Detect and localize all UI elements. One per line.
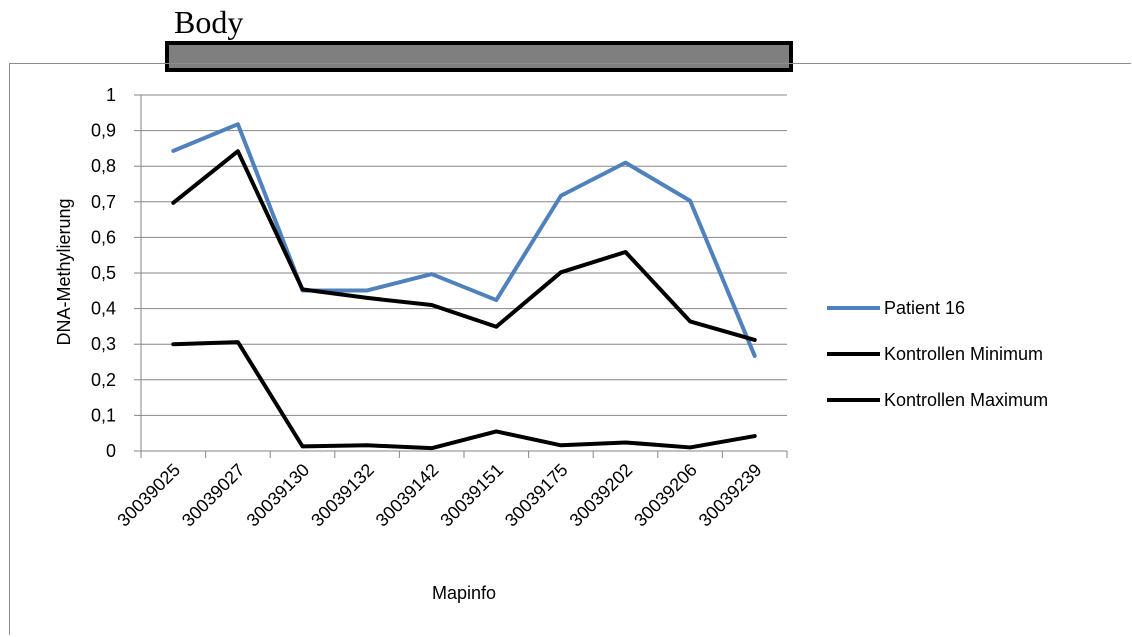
gridlines [141,94,787,416]
legend: Patient 16 Kontrollen Minimum Kontrollen M… [827,298,1048,410]
y-tick-label: 0,9 [91,121,116,141]
x-tick-label: 30039206 [630,460,701,531]
y-tick-label: 0,1 [91,405,116,425]
legend-label-1: Patient 16 [884,298,965,318]
x-tick-label: 30039151 [436,460,507,531]
series-line-3 [171,149,757,342]
x-tick-label: 30039239 [695,460,766,531]
x-tick-label: 30039202 [566,460,637,531]
y-tick-label: 1 [106,85,116,105]
series-lines [171,122,757,451]
x-tick-label: 30039175 [501,460,572,531]
x-tick-label: 30039142 [372,460,443,531]
y-axis-title: DNA-Methylierung [54,198,74,345]
y-tick-label: 0 [106,441,116,461]
x-tick-label: 30039132 [307,460,378,531]
series-line-2 [171,340,757,451]
body-banner-label: Body [174,4,244,40]
y-tick-label: 0,8 [91,156,116,176]
x-tick-label: 30039025 [113,460,184,531]
y-tick-label: 0,2 [91,370,116,390]
y-tick-label: 0,4 [91,299,116,319]
y-tick-label: 0,3 [91,334,116,354]
chart-frame [9,63,1131,635]
legend-label-2: Kontrollen Minimum [884,344,1043,364]
series-line-1 [171,122,757,358]
x-axis-title: Mapinfo [432,583,496,603]
x-tick-label: 30039027 [178,460,249,531]
body-banner-bar [165,41,793,72]
y-tick-label: 0,6 [91,227,116,247]
legend-label-3: Kontrollen Maximum [884,390,1048,410]
x-tick-label: 30039130 [243,460,314,531]
y-tick-label: 0,5 [91,263,116,283]
y-tick-label: 0,7 [91,192,116,212]
